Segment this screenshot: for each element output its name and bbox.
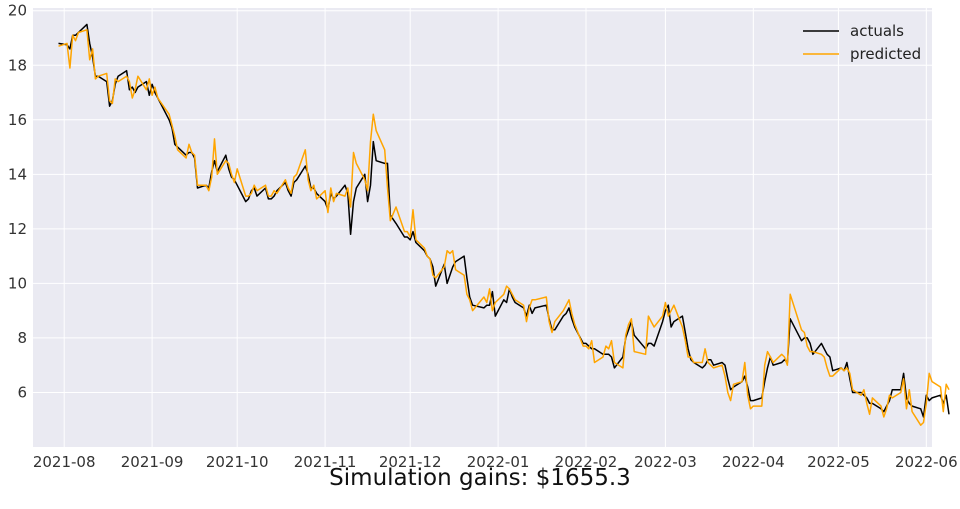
y-tick-label: 14 xyxy=(8,165,27,183)
legend-label-predicted: predicted xyxy=(850,45,921,63)
y-tick-label: 16 xyxy=(8,111,27,129)
y-tick-label: 10 xyxy=(8,274,27,292)
y-tick-label: 8 xyxy=(17,329,27,347)
y-tick-label: 6 xyxy=(17,383,27,401)
y-tick-label: 12 xyxy=(8,220,27,238)
plot-area xyxy=(33,8,932,447)
y-tick-label: 18 xyxy=(8,56,27,74)
y-tick-label: 20 xyxy=(8,2,27,20)
legend-label-actuals: actuals xyxy=(850,22,904,40)
simulation-gains-caption: Simulation gains: $1655.3 xyxy=(0,465,960,491)
